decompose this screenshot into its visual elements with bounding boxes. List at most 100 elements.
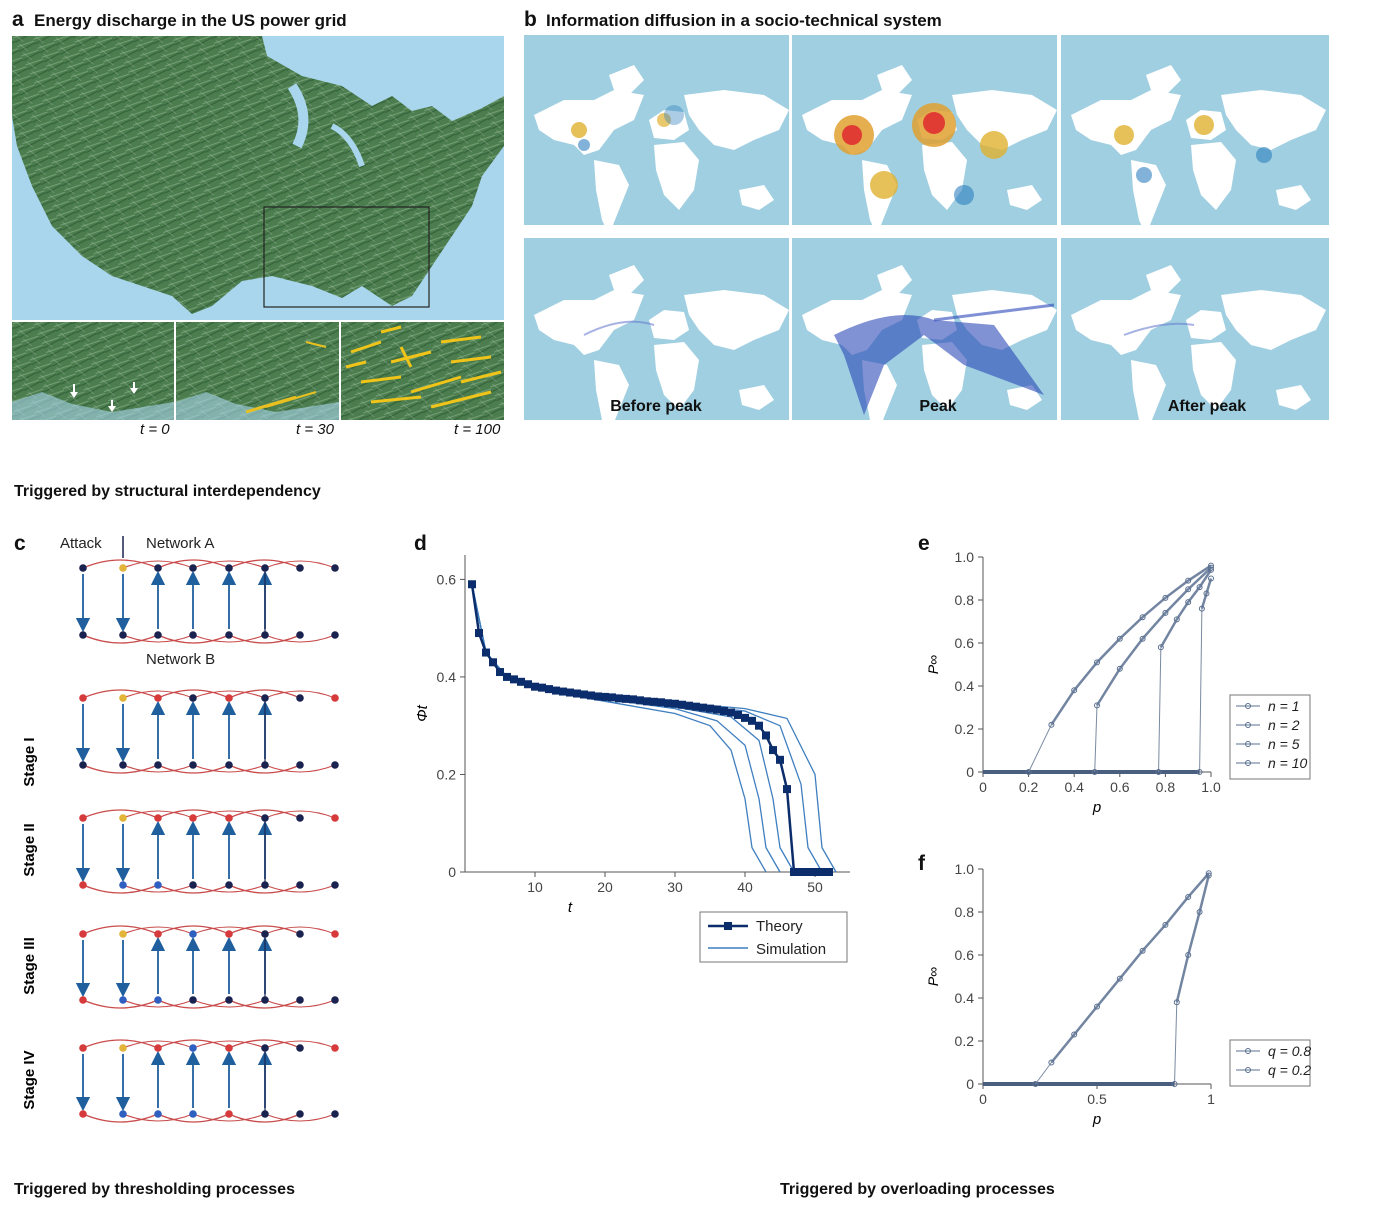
data-point — [1203, 590, 1210, 597]
transition-line — [1158, 647, 1162, 773]
legend-marker — [1245, 741, 1251, 747]
zoom-region-box — [263, 206, 430, 308]
grid-zoom-t0 — [12, 322, 174, 420]
y-tick-label: 0 — [966, 1076, 974, 1092]
network-b-edge — [82, 999, 159, 1009]
theory-point — [804, 868, 812, 876]
theory-point — [727, 708, 735, 717]
x-tick-label: 40 — [737, 879, 753, 895]
theory-point — [769, 746, 777, 755]
network-a-node — [225, 930, 233, 938]
data-point — [1185, 577, 1192, 584]
panel-a-letter: a — [12, 8, 24, 31]
network-b-node — [225, 881, 233, 889]
network-a-node — [189, 694, 197, 702]
network-b-node — [189, 761, 197, 769]
network-b-node — [189, 631, 197, 639]
theory-point — [496, 668, 504, 677]
theory-point — [671, 699, 679, 708]
theory-point — [531, 682, 539, 691]
data-point — [1116, 635, 1123, 642]
network-a-node — [154, 694, 162, 702]
data-point — [1157, 644, 1164, 651]
simulation-line — [471, 584, 781, 873]
network-a-node — [296, 564, 304, 572]
network-a-node — [79, 814, 87, 822]
flow-map-before-peak — [524, 238, 789, 420]
theory-point — [594, 692, 602, 701]
theory-point — [748, 716, 756, 725]
theory-point — [538, 683, 546, 692]
theory-point — [755, 721, 763, 730]
network-b-node — [225, 761, 233, 769]
legend-box — [1229, 1039, 1311, 1087]
panel-d-letter: d — [414, 532, 427, 555]
network-a-node — [261, 1044, 269, 1052]
stage-ii-label: Stage II — [21, 823, 38, 876]
network-a-node — [261, 930, 269, 938]
network-b-node — [261, 631, 269, 639]
network-a-node — [296, 694, 304, 702]
theory-point — [734, 710, 742, 719]
theory-point — [664, 699, 672, 708]
network-a-edge — [192, 690, 266, 699]
panel-b-title: Information diffusion in a socio-technic… — [546, 11, 942, 30]
legend-label: q = 0.2 — [1268, 1062, 1311, 1078]
chart-e: 0 0.2 0.4 0.6 0.8 1.0 0 0.2 0.4 0.6 0.8 1.0 p P∞ n = 1… — [925, 549, 1311, 816]
x-tick-label: 0.8 — [1156, 779, 1176, 795]
network-a-edge — [82, 925, 159, 935]
x-tick-label: 50 — [807, 879, 823, 895]
theory-point — [636, 696, 644, 705]
network-a-edge — [157, 559, 230, 569]
legend-marker — [1245, 760, 1251, 766]
data-point — [1094, 702, 1100, 709]
network-a-edge — [264, 690, 336, 699]
network-a-node — [296, 1044, 304, 1052]
flow-map-after-peak — [1061, 238, 1329, 420]
network-b-edge — [157, 884, 230, 894]
network-b-node — [79, 996, 87, 1004]
data-point — [1208, 575, 1214, 582]
theory-point — [643, 697, 651, 706]
network-a-edge — [122, 926, 194, 935]
theory-point — [524, 680, 532, 689]
attack-label: Attack — [60, 535, 102, 552]
x-tick-label: 1.0 — [1201, 779, 1221, 795]
y-tick-label: 0.6 — [955, 947, 975, 963]
theory-point — [552, 686, 560, 695]
network-a-edge — [192, 560, 266, 569]
theory-point — [762, 731, 770, 740]
network-b-node — [119, 1110, 127, 1118]
network-b-edge — [264, 999, 336, 1008]
network-a-edge — [82, 1039, 159, 1049]
network-b-node — [119, 631, 127, 639]
panel-e-letter: e — [918, 532, 930, 555]
series-curve — [1175, 875, 1210, 1003]
data-point — [1162, 594, 1169, 601]
theory-point — [517, 677, 525, 686]
section-structural-interdependency: Triggered by structural interdependency — [14, 483, 321, 500]
network-a-node — [296, 814, 304, 822]
network-a-node — [154, 814, 162, 822]
network-b-edge — [264, 764, 336, 773]
data-point — [1091, 769, 1098, 775]
y-axis-label: Φt — [414, 704, 431, 722]
theory-point — [475, 629, 483, 638]
theory-point — [706, 704, 714, 713]
theory-point — [566, 688, 574, 697]
data-point — [1205, 872, 1212, 879]
theory-point — [685, 701, 693, 710]
network-a-edge — [228, 1039, 301, 1049]
data-point — [1185, 952, 1192, 958]
network-b-edge — [228, 999, 301, 1009]
panel-a-title: Energy discharge in the US power grid — [34, 11, 347, 30]
legend-label: n = 5 — [1268, 736, 1300, 752]
y-tick-label: 0.6 — [437, 571, 457, 587]
network-a-node — [154, 1044, 162, 1052]
network-a-node — [331, 814, 339, 822]
heatmap-after-peak — [1061, 35, 1329, 235]
theory-point — [573, 689, 581, 698]
network-a-edge — [192, 926, 266, 935]
legend-simulation-label: Simulation — [756, 941, 826, 958]
data-point — [1139, 947, 1146, 954]
